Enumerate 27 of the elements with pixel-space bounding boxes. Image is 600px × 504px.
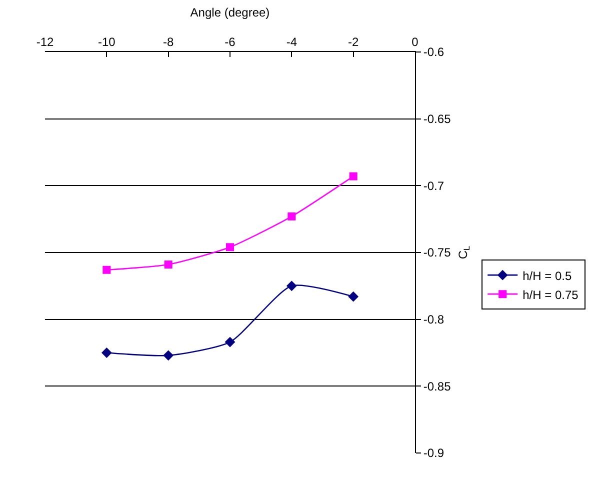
legend-label: h/H = 0.75 bbox=[522, 288, 579, 302]
x-tick-label: 0 bbox=[412, 35, 419, 50]
y-tick-label: -0.75 bbox=[423, 246, 452, 260]
y-tick-label: -0.8 bbox=[423, 312, 444, 327]
point bbox=[102, 266, 111, 274]
point bbox=[349, 172, 358, 180]
y-tick-label: -0.9 bbox=[423, 446, 444, 460]
point bbox=[164, 260, 172, 269]
point bbox=[226, 243, 234, 252]
point bbox=[101, 348, 112, 358]
x-tick-label: -8 bbox=[162, 35, 174, 50]
y-tick-label: -0.65 bbox=[423, 112, 452, 126]
point bbox=[286, 280, 297, 292]
x-tick-label: -12 bbox=[36, 35, 54, 50]
point bbox=[163, 350, 174, 361]
point bbox=[288, 212, 296, 220]
x-tick-label: -2 bbox=[348, 35, 359, 50]
y-tick-label: -0.85 bbox=[423, 379, 452, 394]
y-tick-label: -0.6 bbox=[423, 45, 444, 60]
x-tick-label: -10 bbox=[98, 35, 116, 50]
x-tick-label: -6 bbox=[224, 35, 236, 50]
point bbox=[224, 336, 236, 348]
x-axis-title: Angle (degree) bbox=[190, 6, 270, 20]
x-tick-label: -4 bbox=[286, 35, 298, 50]
point bbox=[348, 291, 359, 302]
y-tick-label: -0.7 bbox=[423, 178, 444, 193]
legend-label: h/H = 0.5 bbox=[522, 268, 572, 283]
